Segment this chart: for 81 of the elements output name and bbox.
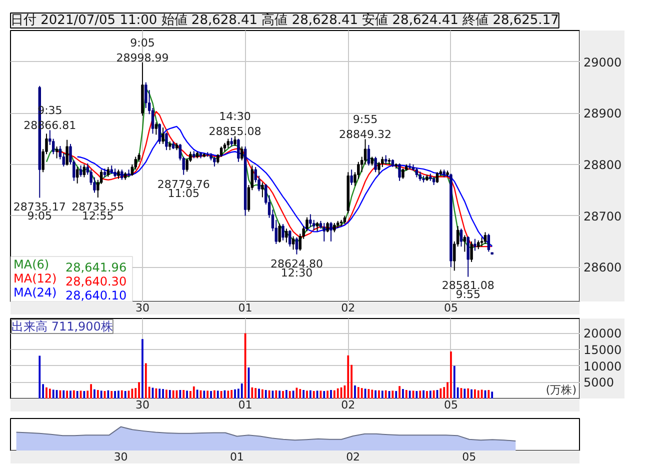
candlestick [158, 122, 161, 144]
candlestick [402, 168, 404, 180]
candlestick [295, 236, 298, 255]
chart-title: 日付 2021/07/05 11:00 始値 28,628.41 高値 28,628.41 安値 28,624.41 終値 28,625.17 [10, 12, 559, 28]
candlestick [316, 221, 319, 232]
candlestick [82, 164, 86, 178]
y-tick-label: 28600 [584, 260, 622, 275]
candlestick [226, 138, 230, 149]
candlestick [162, 127, 164, 144]
candlestick [460, 228, 463, 248]
x-tick-label: 02 [341, 398, 356, 412]
candlestick [165, 132, 168, 151]
x-tick-label: 02 [341, 302, 356, 314]
candlestick [288, 230, 292, 248]
annotation: 28779.76 11:05 [157, 178, 210, 200]
x-tick-label: 05 [462, 450, 476, 464]
annotation: 14:30 28855.08 [208, 110, 262, 138]
candlestick [463, 234, 466, 252]
candlestick [237, 138, 240, 162]
x-tick-label: 05 [444, 398, 458, 412]
chart-title: 出来高 711,900株 [12, 320, 113, 334]
y-tick-label: 28900 [584, 106, 622, 121]
x-tick-label: 01 [238, 398, 252, 412]
annotation: 9:55 28849.32 [339, 113, 392, 142]
x-tick-label: 30 [135, 398, 150, 412]
y-tick-label: 29000 [584, 55, 622, 70]
x-tick-label: 30 [135, 302, 150, 314]
candlestick [117, 169, 120, 180]
x-tick-label: 01 [230, 450, 244, 464]
y-tick-label: 10000 [584, 359, 622, 374]
x-tick-label: 30 [114, 450, 128, 464]
candlestick [398, 162, 401, 182]
candlestick [487, 233, 490, 252]
candlestick [418, 171, 422, 182]
x-tick-label: 02 [346, 450, 360, 464]
annotation: 28735.55 12:55 [72, 200, 124, 223]
candlestick [415, 167, 418, 178]
candlestick [374, 156, 377, 173]
annotation: 28581.08 9:55 [442, 279, 494, 301]
candlestick [484, 232, 487, 245]
candlestick [333, 222, 336, 233]
candlestick [240, 146, 244, 161]
text: MA(24) 28,640.10 [14, 286, 127, 302]
annotation: 28735.17 9:05 [13, 200, 66, 223]
candlestick [278, 222, 281, 243]
candlestick [154, 122, 158, 136]
candlestick [350, 169, 353, 186]
y-axis-title: (万株) [546, 384, 577, 396]
candlestick [106, 166, 110, 178]
candlestick [466, 236, 470, 278]
candlestick [120, 169, 124, 180]
y-tick-label: 20000 [584, 326, 622, 341]
candlestick [79, 164, 82, 178]
candlestick [326, 221, 329, 233]
candlestick [292, 236, 295, 250]
candlestick [330, 221, 332, 242]
candlestick [309, 214, 312, 228]
candlestick [285, 228, 288, 243]
candlestick [322, 222, 326, 242]
candlestick [384, 154, 388, 165]
candlestick [55, 146, 58, 159]
candlestick [470, 240, 473, 262]
y-tick-label: 28700 [584, 209, 622, 224]
y-tick-label: 28800 [584, 158, 622, 172]
x-tick-label: 01 [238, 302, 252, 314]
candlestick [261, 182, 264, 198]
candlestick [234, 136, 236, 146]
candlestick [66, 139, 68, 166]
annotation: 28624.80 12:30 [270, 257, 323, 280]
annotation: 9:05 28998.99 [116, 36, 169, 64]
x-tick-label: 05 [444, 302, 458, 314]
candlestick [378, 161, 380, 176]
y-tick-label: 5000 [584, 376, 614, 390]
text: MA(12) 28,640.30 [14, 272, 127, 288]
candlestick [76, 166, 79, 184]
candlestick [474, 238, 476, 252]
candlestick [213, 156, 216, 168]
y-tick-label: 15000 [584, 343, 622, 358]
candlestick [282, 224, 284, 241]
candlestick [367, 144, 370, 166]
text: MA(6) 28,641.96 [14, 258, 127, 274]
